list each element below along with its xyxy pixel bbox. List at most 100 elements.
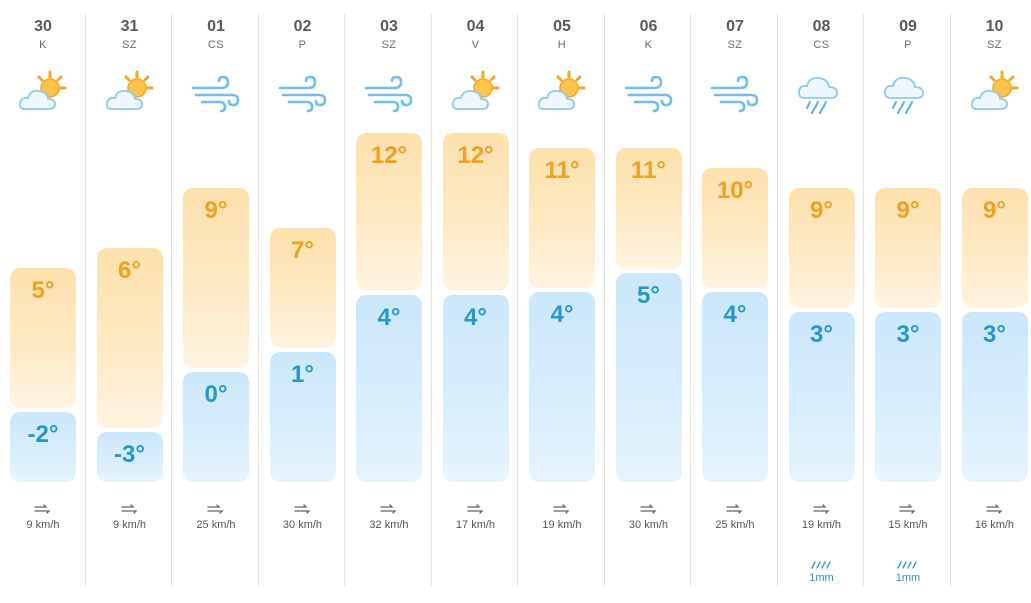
max-temp-bar: 11° bbox=[615, 148, 682, 269]
wind-icon bbox=[190, 68, 242, 116]
day-of-week: H bbox=[557, 39, 567, 51]
day-number: 04 bbox=[466, 18, 485, 35]
max-temp: 7° bbox=[291, 237, 314, 264]
day-number: 05 bbox=[553, 18, 571, 35]
day-of-week: SZ bbox=[381, 39, 397, 51]
wind-speed: 9 km/h bbox=[112, 519, 146, 531]
max-temp: 5° bbox=[31, 277, 55, 304]
wind-direction-icon bbox=[812, 502, 831, 514]
min-temp: 3° bbox=[810, 321, 833, 348]
day-number: 09 bbox=[899, 18, 917, 35]
column-divider bbox=[604, 14, 605, 586]
wind-direction-icon bbox=[899, 502, 917, 514]
column-divider bbox=[777, 14, 778, 586]
max-temp: 9° bbox=[983, 197, 1006, 224]
min-temp-bar: -3° bbox=[96, 432, 163, 482]
wind-icon bbox=[277, 68, 329, 116]
wind-direction-icon bbox=[380, 502, 398, 514]
column-divider bbox=[431, 14, 432, 586]
wind-direction-icon bbox=[34, 502, 52, 514]
forecast-day-column[interactable]: 02 P 7° 1° 30 km/h bbox=[260, 0, 346, 590]
wind-direction-icon bbox=[553, 502, 571, 514]
min-temp-bar: 3° bbox=[961, 312, 1028, 482]
forecast-day-column[interactable]: 03 SZ 12° 4° 32 km/h bbox=[346, 0, 432, 590]
max-temp: 11° bbox=[631, 157, 666, 184]
max-temp: 12° bbox=[457, 142, 494, 169]
column-divider bbox=[863, 14, 864, 586]
forecast-day-column[interactable]: 06 K 11° 5° 30 km/h bbox=[606, 0, 692, 590]
day-of-week: K bbox=[39, 39, 47, 51]
forecast-day-column[interactable]: 30 K 5° -2° 9 km/h bbox=[0, 0, 86, 590]
day-of-week: SZ bbox=[121, 39, 138, 51]
wind-direction-icon bbox=[207, 502, 225, 514]
wind-icon bbox=[363, 68, 415, 116]
wind-direction-icon bbox=[466, 502, 485, 514]
precipitation-amount: 1mm bbox=[809, 572, 834, 584]
min-temp-bar: 0° bbox=[183, 372, 249, 482]
wind-icon bbox=[709, 68, 761, 116]
rain-cloud-icon bbox=[796, 68, 848, 116]
partly-sunny-icon bbox=[969, 68, 1021, 116]
max-temp: 9° bbox=[204, 197, 228, 224]
max-temp-bar: 6° bbox=[96, 248, 163, 428]
max-temp-bar: 9° bbox=[788, 188, 855, 308]
wind-speed: 9 km/h bbox=[26, 519, 60, 531]
max-temp-bar: 12° bbox=[442, 133, 509, 291]
day-of-week: P bbox=[904, 39, 912, 51]
wind-speed: 19 km/h bbox=[801, 519, 842, 531]
min-temp: 4° bbox=[464, 304, 487, 331]
forecast-day-column[interactable]: 01 CS 9° 0° 25 km/h bbox=[173, 0, 259, 590]
min-temp-bar: 4° bbox=[529, 292, 595, 482]
max-temp-bar: 5° bbox=[10, 268, 76, 408]
day-of-week: CS bbox=[813, 39, 830, 51]
wind-speed: 30 km/h bbox=[282, 519, 323, 531]
min-temp-bar: 3° bbox=[788, 312, 855, 482]
wind-direction-icon bbox=[726, 502, 744, 514]
max-temp: 9° bbox=[896, 197, 920, 224]
partly-sunny-icon bbox=[450, 68, 502, 116]
wind-speed: 16 km/h bbox=[974, 519, 1015, 531]
min-temp: 4° bbox=[723, 301, 747, 328]
max-temp: 10° bbox=[716, 177, 754, 204]
rain-cloud-icon bbox=[882, 68, 934, 116]
wind-speed: 15 km/h bbox=[888, 519, 928, 531]
column-divider bbox=[690, 14, 691, 586]
forecast-day-column[interactable]: 08 CS 9° 3° 19 km/h 1mm bbox=[779, 0, 865, 590]
forecast-day-column[interactable]: 10 SZ 9° 3° 16 km/h bbox=[952, 0, 1031, 590]
forecast-day-column[interactable]: 09 P 9° 3° 15 km/h 1mm bbox=[865, 0, 951, 590]
max-temp: 6° bbox=[118, 257, 141, 284]
forecast-day-column[interactable]: 07 SZ 10° 4° 25 km/h bbox=[692, 0, 778, 590]
day-of-week: SZ bbox=[727, 39, 743, 51]
forecast-day-column[interactable]: 05 H 11° 4° 19 km/h bbox=[519, 0, 605, 590]
wind-speed: 25 km/h bbox=[196, 519, 236, 531]
day-number: 10 bbox=[985, 18, 1004, 35]
partly-sunny-icon bbox=[104, 68, 156, 116]
max-temp: 11° bbox=[544, 157, 580, 184]
forecast-day-column[interactable]: 31 SZ 6° -3° 9 km/h bbox=[87, 0, 173, 590]
wind-direction-icon bbox=[293, 502, 312, 514]
day-of-week: K bbox=[644, 39, 653, 51]
column-divider bbox=[950, 14, 951, 586]
wind-speed: 32 km/h bbox=[369, 519, 409, 531]
column-divider bbox=[517, 14, 518, 586]
precipitation-amount: 1mm bbox=[895, 572, 921, 584]
min-temp: 5° bbox=[637, 282, 660, 309]
column-divider bbox=[258, 14, 259, 586]
max-temp-bar: 9° bbox=[961, 188, 1028, 308]
wind-direction-icon bbox=[120, 502, 139, 514]
forecast-day-column[interactable]: 04 V 12° 4° 17 km/h bbox=[433, 0, 519, 590]
max-temp-bar: 9° bbox=[183, 188, 249, 368]
min-temp: 0° bbox=[204, 381, 228, 408]
min-temp: -2° bbox=[27, 421, 59, 448]
min-temp-bar: -2° bbox=[10, 412, 76, 482]
day-number: 02 bbox=[293, 18, 312, 35]
min-temp-bar: 1° bbox=[269, 352, 336, 482]
day-number: 03 bbox=[380, 18, 398, 35]
max-temp: 12° bbox=[370, 142, 408, 169]
partly-sunny-icon bbox=[536, 68, 588, 116]
wind-speed: 17 km/h bbox=[455, 519, 496, 531]
min-temp-bar: 4° bbox=[442, 295, 509, 482]
partly-sunny-icon bbox=[17, 68, 69, 116]
min-temp: 3° bbox=[896, 321, 920, 348]
